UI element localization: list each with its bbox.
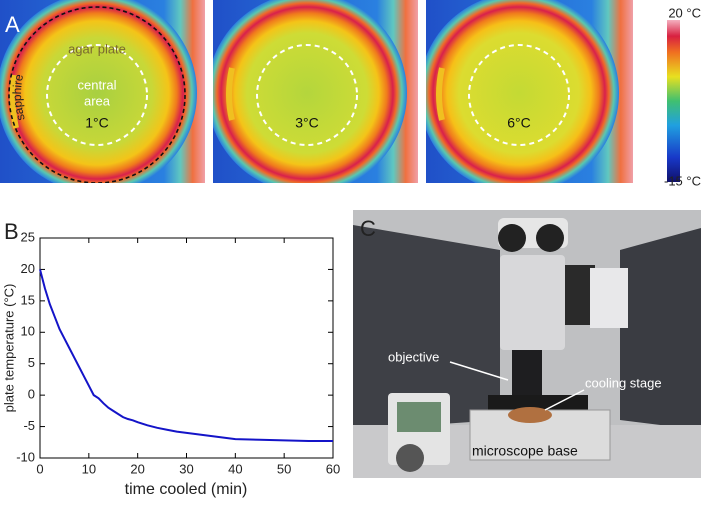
photo — [353, 210, 701, 478]
x-tick-label: 20 — [130, 461, 144, 476]
annotation: sapphire — [10, 73, 28, 122]
annotation: area — [84, 93, 111, 108]
annotation: central — [77, 77, 116, 92]
y-tick-label: 10 — [21, 324, 35, 339]
annotation: agar plate — [68, 41, 126, 56]
line-chart: -10 -5 0 5 10 15 20 25 0 10 20 30 40 50 60 — [16, 229, 340, 476]
annotation: sapphire — [10, 73, 28, 122]
y-tick-label: 15 — [21, 292, 35, 307]
temperature-label: 6°C — [507, 115, 531, 131]
x-tick-label: 10 — [82, 461, 96, 476]
annotation: microscope base — [472, 443, 578, 459]
x-tick-label: 60 — [326, 461, 340, 476]
x-tick-label: 40 — [228, 461, 242, 476]
y-tick-label: -10 — [16, 449, 35, 464]
pointer — [544, 389, 585, 411]
panel-label: C — [360, 216, 376, 241]
y-tick-label: -5 — [23, 418, 35, 433]
y-tick-label: 5 — [28, 355, 35, 370]
y-axis-label: plate temperature (°C) — [1, 284, 16, 413]
x-tick-label: 50 — [277, 461, 291, 476]
annotation: objective — [388, 349, 439, 364]
x-tick-label: 30 — [179, 461, 193, 476]
colorbar-label: 20 °C — [668, 5, 701, 20]
pointer — [449, 361, 509, 381]
y-tick-label: 25 — [21, 229, 35, 244]
line — [39, 269, 333, 443]
thermal-image — [213, 0, 418, 183]
y-tick-label: 20 — [21, 261, 35, 276]
temperature-label: 3°C — [295, 115, 319, 131]
panel-label: B — [4, 219, 19, 244]
colorbar — [667, 20, 680, 182]
y-tick-label: 0 — [28, 387, 35, 402]
plot-frame — [39, 237, 334, 459]
x-tick-label: 0 — [36, 461, 43, 476]
panel-label: A — [5, 12, 20, 37]
temperature-label: 1°C — [85, 115, 109, 131]
thermal-image — [0, 0, 205, 183]
colorbar-label: -15 °C — [664, 173, 701, 188]
annotation: cooling stage — [585, 375, 662, 390]
thermal-image — [426, 0, 633, 183]
x-axis-label: time cooled (min) — [125, 481, 248, 498]
